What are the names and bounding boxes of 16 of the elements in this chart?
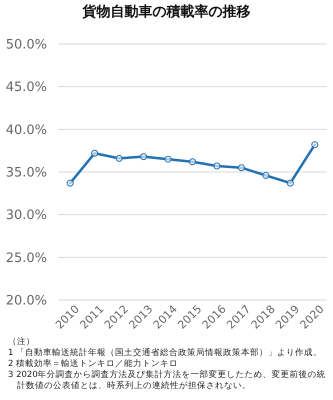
text: 2 積載効率＝輸送トンキロ／能力トンキロ: [8, 359, 180, 370]
point: [116, 154, 123, 162]
point: [91, 150, 98, 157]
point: [213, 162, 220, 170]
point: [311, 141, 318, 148]
point: [262, 172, 270, 179]
point: [189, 158, 196, 166]
text: （注）: [8, 337, 36, 348]
chart-title: 貨物自動車の積載率の推移: [82, 3, 252, 21]
text: 1 「自動車輸送統計年報（国土交通省総合政策局情報政策本部）」より作成。: [8, 348, 324, 358]
text: 3 2020年分調査から調査方法及び集計方法を一部変更したため、変更前後の統計数値の公表値とは、時系列上の連続性が担保されない。: [8, 370, 327, 392]
point: [286, 180, 294, 187]
point: [164, 156, 172, 163]
point: [66, 180, 74, 187]
point: [140, 153, 148, 160]
point: [238, 164, 245, 172]
